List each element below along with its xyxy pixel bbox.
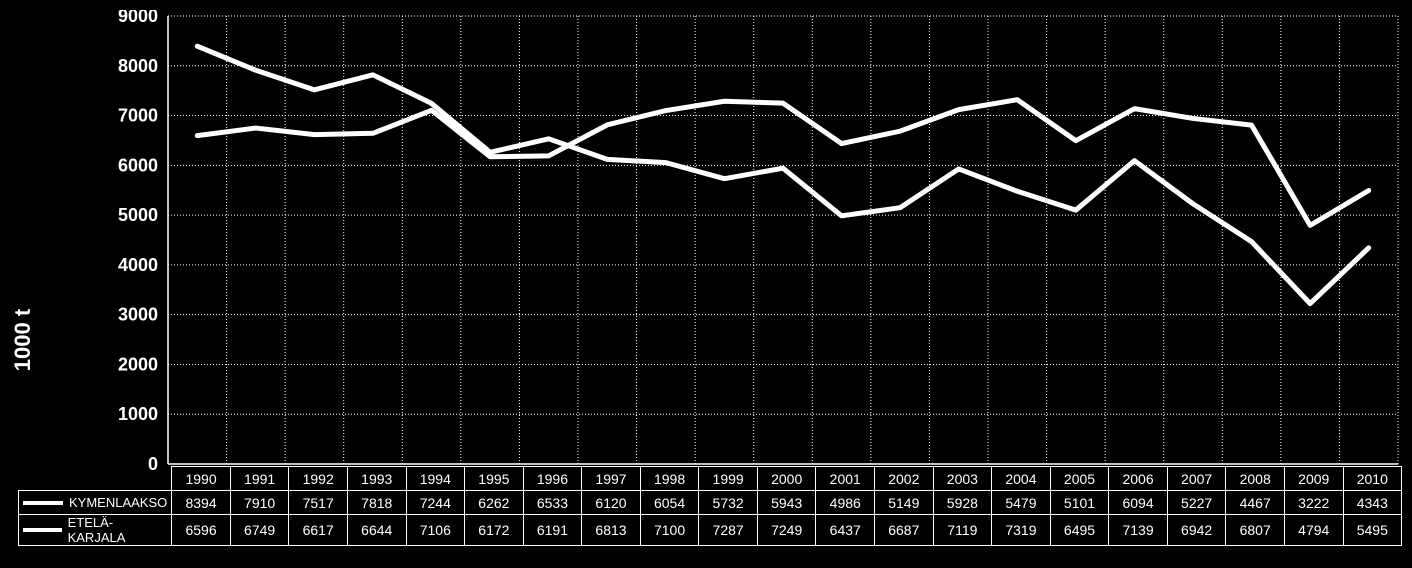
value-cell: 6495: [1050, 515, 1109, 546]
value-cell: 7244: [406, 491, 465, 515]
value-cell: 5732: [699, 491, 758, 515]
legend-line-icon: [23, 528, 62, 532]
value-cell: 6120: [582, 491, 641, 515]
legend-label: KYMENLAAKSO: [69, 495, 167, 510]
value-cell: 8394: [172, 491, 231, 515]
year-cell: 1997: [582, 467, 641, 491]
value-cell: 5928: [933, 491, 992, 515]
y-tick-label: 8000: [118, 56, 158, 76]
value-cell: 4986: [816, 491, 875, 515]
year-cell: 2006: [1109, 467, 1168, 491]
y-tick-label: 9000: [118, 10, 158, 26]
value-cell: 6807: [1226, 515, 1285, 546]
value-cell: 6054: [640, 491, 699, 515]
value-cell: 7910: [230, 491, 289, 515]
year-cell: 1990: [172, 467, 231, 491]
value-cell: 6191: [523, 515, 582, 546]
value-cell: 6262: [465, 491, 524, 515]
y-tick-label: 1000: [118, 404, 158, 424]
legend-cell-0: KYMENLAAKSO: [19, 491, 172, 515]
y-tick-label: 7000: [118, 106, 158, 126]
value-cell: 6644: [347, 515, 406, 546]
value-cell: 7119: [933, 515, 992, 546]
value-cell: 7139: [1109, 515, 1168, 546]
value-cell: 7249: [757, 515, 816, 546]
value-cell: 5101: [1050, 491, 1109, 515]
value-cell: 6437: [816, 515, 875, 546]
value-cell: 4343: [1343, 491, 1402, 515]
year-cell: 1992: [289, 467, 348, 491]
chart-area: 0100020003000400050006000700080009000: [90, 10, 1408, 470]
year-cell: 2002: [875, 467, 934, 491]
value-cell: 6687: [875, 515, 934, 546]
legend-label: ETELÄ-KARJALA: [68, 515, 168, 545]
y-tick-label: 2000: [118, 354, 158, 374]
value-cell: 6749: [230, 515, 289, 546]
year-cell: 2008: [1226, 467, 1285, 491]
chart-svg: 0100020003000400050006000700080009000: [90, 10, 1408, 470]
year-cell: 2009: [1284, 467, 1343, 491]
year-cell: 1994: [406, 467, 465, 491]
year-cell: 2000: [757, 467, 816, 491]
year-cell: 1995: [465, 467, 524, 491]
year-cell: 2001: [816, 467, 875, 491]
value-cell: 7517: [289, 491, 348, 515]
year-cell: 1998: [640, 467, 699, 491]
value-cell: 7319: [992, 515, 1051, 546]
value-cell: 3222: [1284, 491, 1343, 515]
y-tick-label: 5000: [118, 205, 158, 225]
value-cell: 5479: [992, 491, 1051, 515]
value-cell: 4794: [1284, 515, 1343, 546]
year-cell: 1996: [523, 467, 582, 491]
value-cell: 6942: [1167, 515, 1226, 546]
data-table: 1990199119921993199419951996199719981999…: [18, 466, 1402, 568]
value-cell: 5495: [1343, 515, 1402, 546]
year-cell: 1999: [699, 467, 758, 491]
value-cell: 5227: [1167, 491, 1226, 515]
value-cell: 6617: [289, 515, 348, 546]
y-tick-label: 6000: [118, 155, 158, 175]
value-cell: 4467: [1226, 491, 1285, 515]
value-cell: 6533: [523, 491, 582, 515]
value-cell: 7818: [347, 491, 406, 515]
year-cell: 2005: [1050, 467, 1109, 491]
value-cell: 5943: [757, 491, 816, 515]
year-cell: 1993: [347, 467, 406, 491]
y-tick-label: 3000: [118, 305, 158, 325]
table-corner: [19, 467, 172, 491]
value-cell: 6596: [172, 515, 231, 546]
value-cell: 6172: [465, 515, 524, 546]
year-cell: 2004: [992, 467, 1051, 491]
value-cell: 7100: [640, 515, 699, 546]
legend-cell-1: ETELÄ-KARJALA: [19, 515, 172, 546]
y-tick-label: 4000: [118, 255, 158, 275]
value-cell: 5149: [875, 491, 934, 515]
year-cell: 1991: [230, 467, 289, 491]
value-cell: 6813: [582, 515, 641, 546]
y-axis-label: 1000 t: [10, 240, 36, 440]
year-cell: 2003: [933, 467, 992, 491]
legend-line-icon: [23, 501, 63, 505]
value-cell: 6094: [1109, 491, 1168, 515]
value-cell: 7106: [406, 515, 465, 546]
value-cell: 7287: [699, 515, 758, 546]
year-cell: 2010: [1343, 467, 1402, 491]
year-cell: 2007: [1167, 467, 1226, 491]
